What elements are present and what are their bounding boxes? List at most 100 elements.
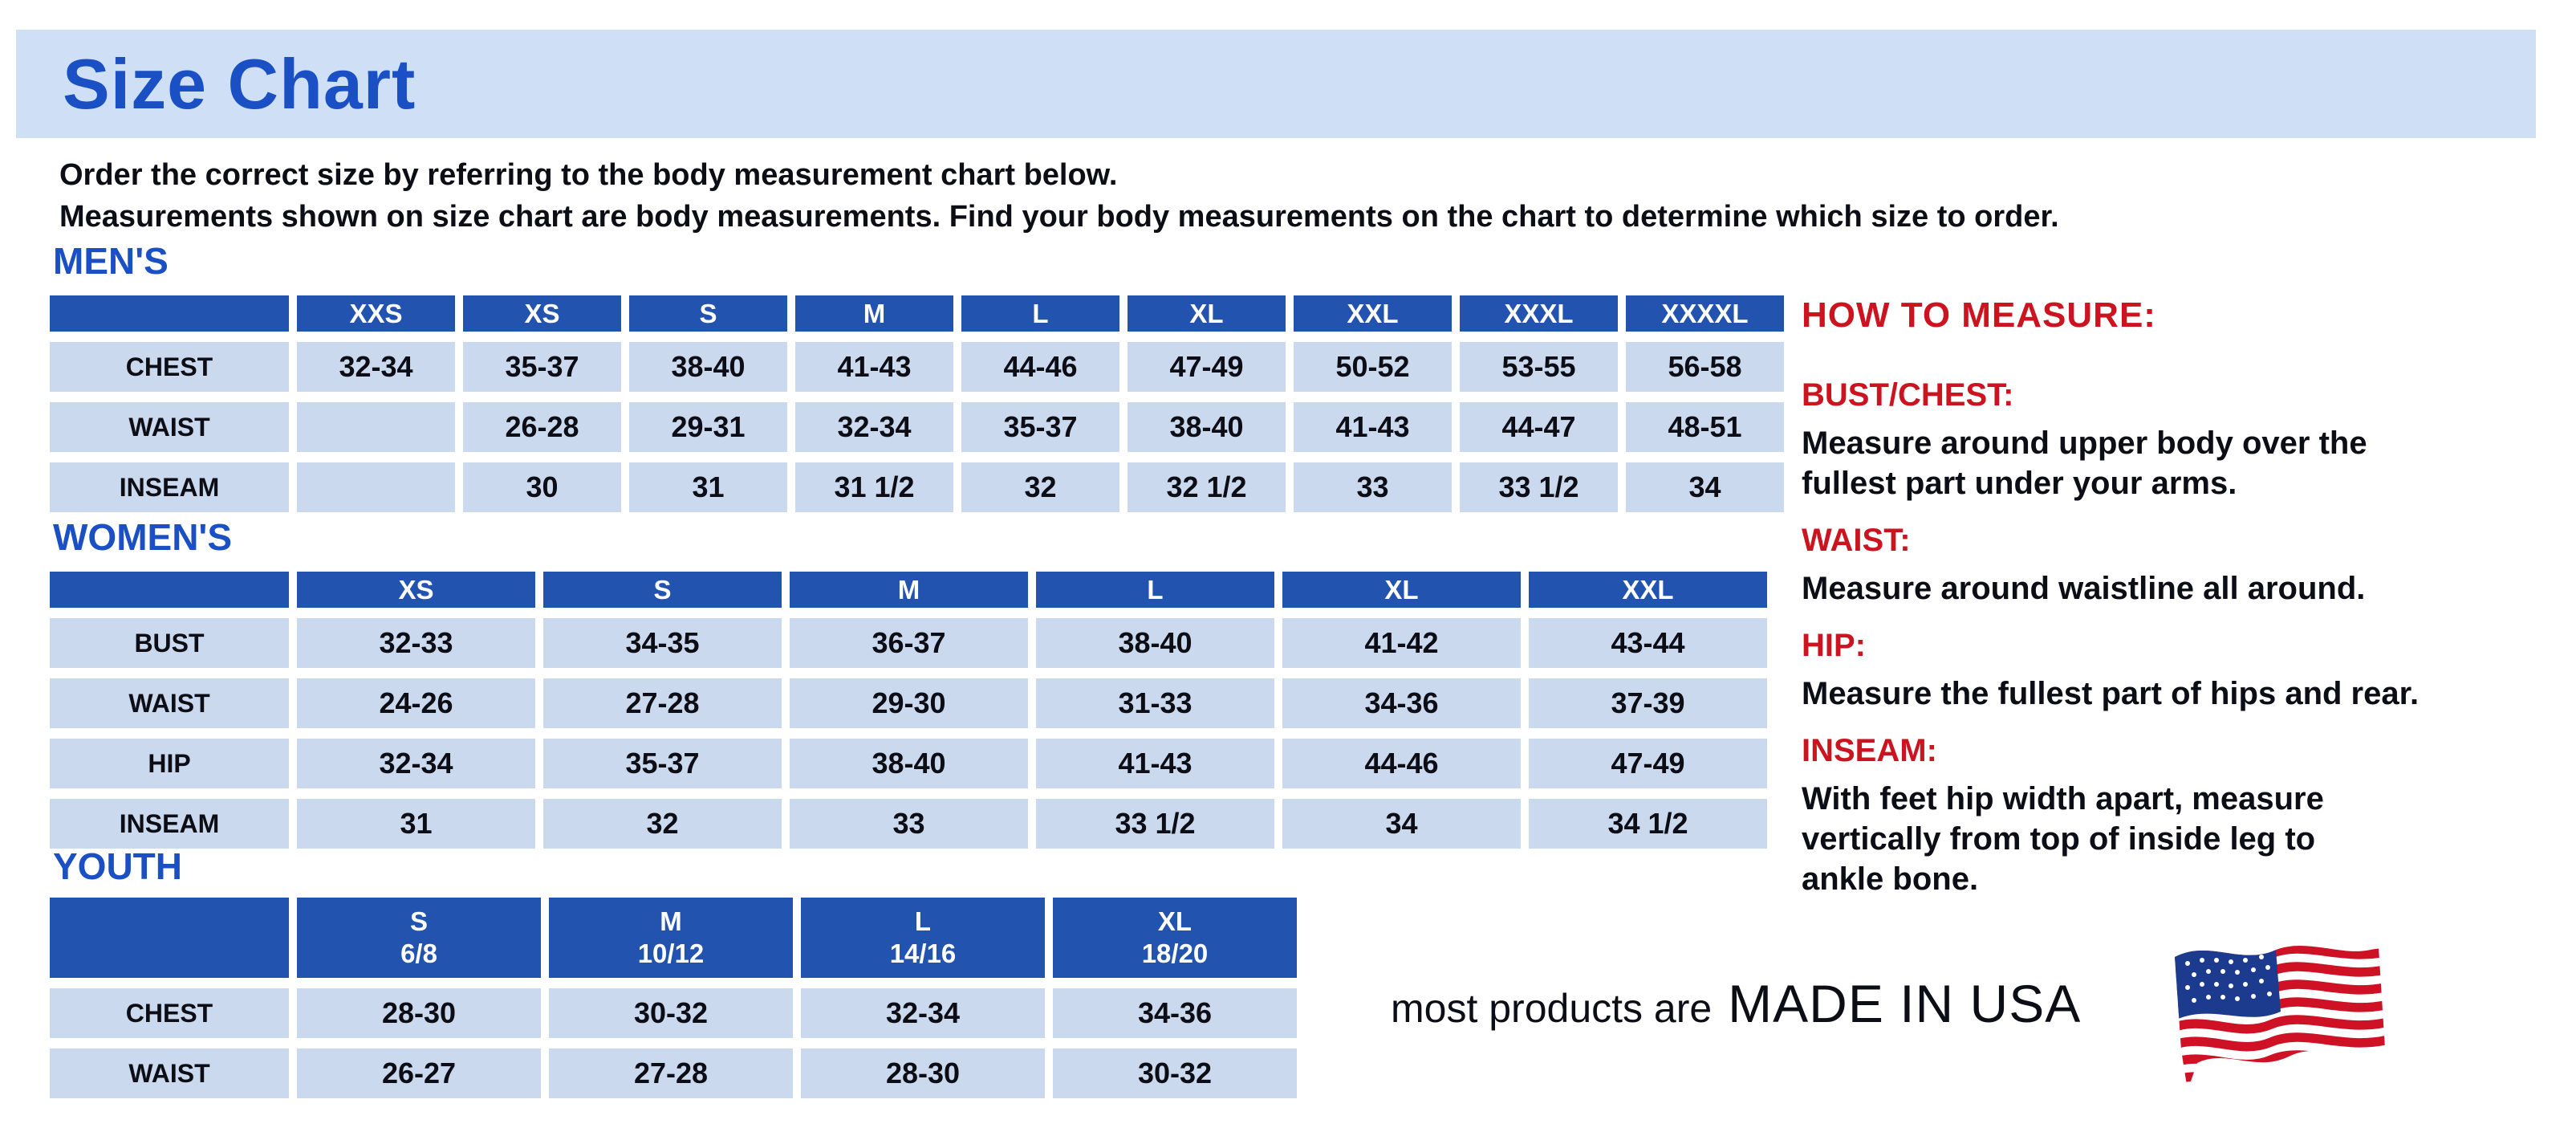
column-header-line: 10/12	[637, 939, 705, 968]
measure-text: Measure around waistline all around.	[1802, 568, 2564, 609]
size-value: 41-43	[795, 342, 953, 392]
text-line: ankle bone.	[1802, 861, 1979, 897]
size-value: 35-37	[543, 739, 782, 788]
size-value: 44-46	[961, 342, 1119, 392]
size-value: 47-49	[1128, 342, 1286, 392]
size-value: 29-30	[790, 678, 1028, 728]
size-value: 43-44	[1529, 618, 1767, 668]
column-header: XXXL	[1460, 295, 1618, 332]
column-header: XS	[463, 295, 621, 332]
size-value: 32-34	[801, 988, 1045, 1038]
size-value: 34-36	[1282, 678, 1521, 728]
page-title: Size Chart	[63, 43, 416, 124]
column-header: XXL	[1529, 572, 1767, 608]
size-value: 31 1/2	[795, 462, 953, 512]
intro-text: Order the correct size by referring to t…	[59, 154, 2059, 238]
row-label: BUST	[50, 618, 289, 668]
table-corner-cell	[50, 572, 289, 608]
column-header: S 6/8	[297, 898, 541, 978]
column-header: M	[790, 572, 1028, 608]
size-value: 31-33	[1036, 678, 1274, 728]
size-value: 27-28	[543, 678, 782, 728]
row-label: INSEAM	[50, 799, 289, 849]
size-value: 38-40	[1128, 402, 1286, 452]
column-header-line: 6/8	[400, 939, 437, 968]
measure-item-waist: WAIST: Measure around waistline all arou…	[1802, 523, 2564, 609]
column-header: M 10/12	[549, 898, 793, 978]
made-in-usa-prefix: most products are	[1391, 986, 1713, 1031]
size-value: 33 1/2	[1460, 462, 1618, 512]
mens-size-table: XXS XS S M L XL XXL XXXL XXXXL CHEST 32-34 35-37 38-…	[50, 295, 1784, 512]
column-header: L	[1036, 572, 1274, 608]
size-value: 29-31	[629, 402, 787, 452]
text-line: Measure around upper body over the	[1802, 426, 2367, 461]
size-value: 33	[790, 799, 1028, 849]
size-value: 41-42	[1282, 618, 1521, 668]
size-value: 44-47	[1460, 402, 1618, 452]
made-in-usa-text: MADE IN USA	[1728, 974, 2082, 1033]
size-value: 50-52	[1294, 342, 1452, 392]
measure-item-bust-chest: BUST/CHEST: Measure around upper body ov…	[1802, 377, 2564, 503]
measure-label: BUST/CHEST:	[1802, 377, 2014, 413]
size-value: 32-34	[297, 342, 455, 392]
column-header-line: 18/20	[1141, 939, 1209, 968]
size-value: 32-34	[297, 739, 535, 788]
size-value: 34-35	[543, 618, 782, 668]
size-value: 34-36	[1053, 988, 1297, 1038]
row-label: WAIST	[50, 678, 289, 728]
table-corner-cell	[50, 295, 289, 332]
intro-line-1: Order the correct size by referring to t…	[59, 158, 1118, 192]
size-value: 35-37	[463, 342, 621, 392]
size-value: 48-51	[1626, 402, 1784, 452]
size-value: 34	[1282, 799, 1521, 849]
page-title-banner: Size Chart	[16, 30, 2536, 138]
how-to-measure-section: HOW TO MEASURE: BUST/CHEST: Measure arou…	[1802, 295, 2564, 918]
size-value: 26-28	[463, 402, 621, 452]
size-value: 34	[1626, 462, 1784, 512]
column-header: XS	[297, 572, 535, 608]
column-header-line: S	[409, 906, 428, 936]
text-line: fullest part under your arms.	[1802, 466, 2237, 501]
size-value: 35-37	[961, 402, 1119, 452]
size-value: 32 1/2	[1128, 462, 1286, 512]
womens-section-heading: WOMEN'S	[53, 516, 233, 558]
size-value: 38-40	[790, 739, 1028, 788]
size-value: 30-32	[1053, 1049, 1297, 1098]
size-value: 38-40	[629, 342, 787, 392]
column-header-line: 14/16	[889, 939, 957, 968]
size-value: 56-58	[1626, 342, 1784, 392]
size-value: 33	[1294, 462, 1452, 512]
measure-text: Measure the fullest part of hips and rea…	[1802, 674, 2564, 714]
column-header: L	[961, 295, 1119, 332]
size-value: 31	[297, 799, 535, 849]
size-value: 37-39	[1529, 678, 1767, 728]
size-value: 44-46	[1282, 739, 1521, 788]
size-value: 31	[629, 462, 787, 512]
size-value: 47-49	[1529, 739, 1767, 788]
size-value: 32	[961, 462, 1119, 512]
row-label: CHEST	[50, 342, 289, 392]
womens-size-table: XS S M L XL XXL BUST 32-33 34-35 36-37 38-40 41-42 4…	[50, 572, 1767, 849]
youth-section-heading: YOUTH	[53, 845, 182, 887]
size-value: 26-27	[297, 1049, 541, 1098]
made-in-usa-line: most products are MADE IN USA	[1391, 973, 2081, 1034]
text-line: vertically from top of inside leg to	[1802, 821, 2316, 857]
row-label: CHEST	[50, 988, 289, 1038]
mens-section-heading: MEN'S	[53, 240, 169, 282]
size-value: 32	[543, 799, 782, 849]
measure-label: INSEAM:	[1802, 733, 1937, 768]
column-header: L 14/16	[801, 898, 1045, 978]
column-header: XXS	[297, 295, 455, 332]
size-value: 41-43	[1294, 402, 1452, 452]
column-header: M	[795, 295, 953, 332]
column-header-line: M	[660, 906, 682, 936]
table-corner-cell	[50, 898, 289, 978]
column-header: S	[629, 295, 787, 332]
size-value: 24-26	[297, 678, 535, 728]
measure-text: Measure around upper body over the fulles…	[1802, 423, 2564, 503]
measure-label: HIP:	[1802, 628, 1866, 663]
youth-size-table: S 6/8 M 10/12 L 14/16 XL 18/20 CHEST 28-30 30-32 32…	[50, 898, 1297, 1098]
text-line: Measure the fullest part of hips and rea…	[1802, 676, 2420, 711]
column-header: XL	[1128, 295, 1286, 332]
